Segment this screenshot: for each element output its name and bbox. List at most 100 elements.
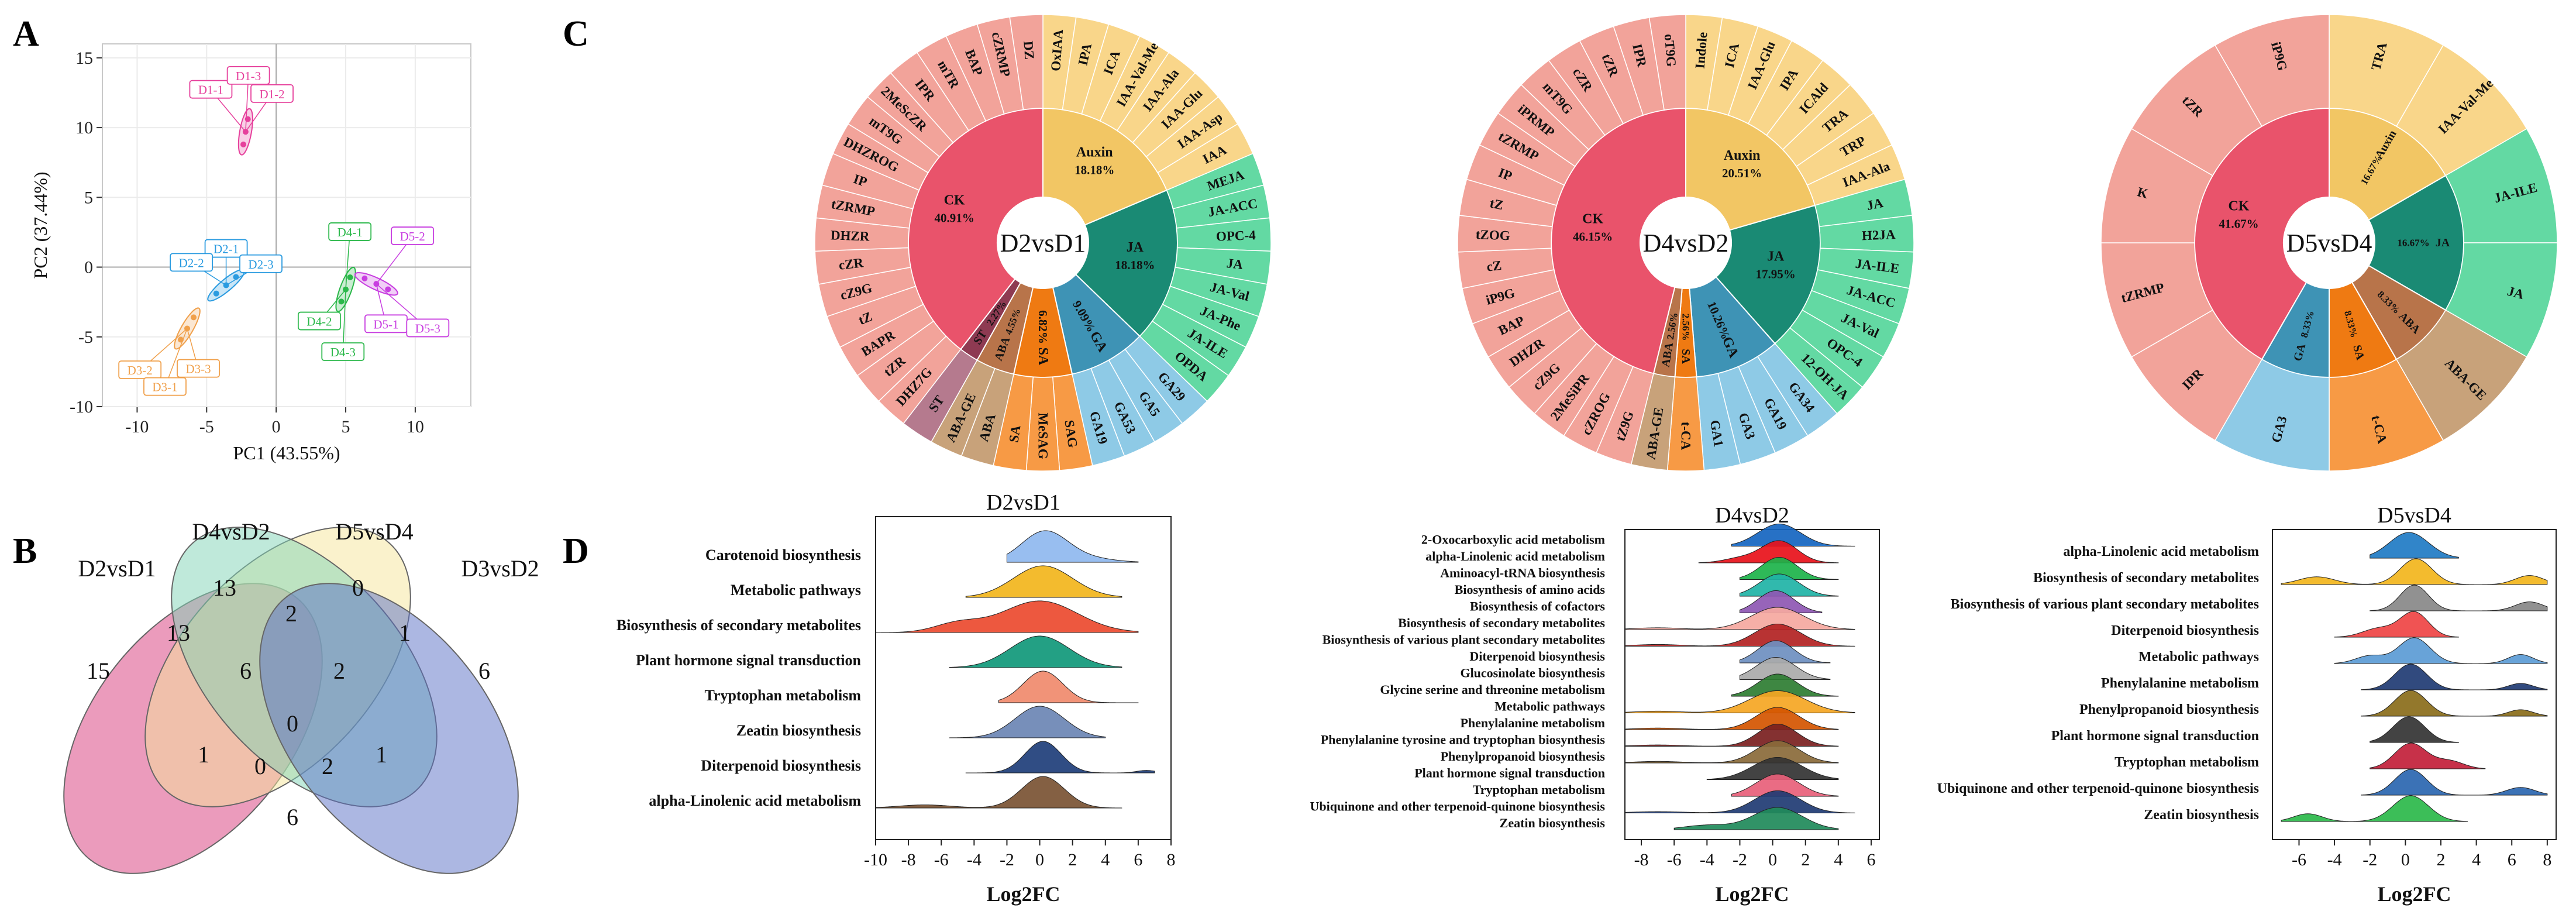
ridgeline-xtick-label: 6: [1134, 850, 1142, 869]
ridgeline-pathway-label: Diterpenoid biosynthesis: [2111, 623, 2259, 638]
pca-sample-label: D5-3: [415, 321, 440, 335]
ridgeline-density: [2370, 585, 2548, 611]
ridgeline-xtick-label: -6: [1667, 850, 1682, 869]
sunburst-compound-label: K: [2136, 184, 2150, 201]
sunburst-compound-segment: [1009, 14, 1044, 111]
ridgeline-density: [875, 600, 1139, 633]
venn-region-count: 1: [198, 741, 209, 768]
pca-label-box: [226, 66, 270, 85]
venn-set-label: D3vsD2: [461, 555, 539, 582]
venn-region-count: 6: [287, 804, 298, 830]
ridgeline-density: [1006, 530, 1139, 563]
ridgeline-pathway-label: Aminoacyl-tRNA biosynthesis: [1440, 565, 1605, 580]
venn-region-count: 0: [352, 575, 364, 601]
ridgeline-pathway-label: Zeatin biosynthesis: [736, 722, 861, 739]
sunburst-compound-label: tZ: [1489, 195, 1505, 212]
ridgeline-xtick-label: 2: [2436, 850, 2445, 869]
venn-region-count: 1: [376, 741, 387, 768]
pca-xtick-label: -10: [125, 417, 149, 436]
sunburst-compound-label: oT9G: [1662, 33, 1679, 67]
ridgeline-pathway-label: Carotenoid biosynthesis: [705, 546, 861, 563]
ridgeline-density: [1739, 573, 1839, 597]
pca-ytick-label: 15: [75, 49, 93, 68]
ridgeline-density: [1624, 623, 1855, 647]
ridgeline-density: [998, 671, 1138, 703]
ridgeline-pathway-label: Tryptophan metabolism: [1473, 782, 1605, 797]
sunburst-compound-label: tZOG: [1475, 227, 1510, 243]
ridgeline-density: [965, 565, 1122, 598]
venn-region-count: 13: [167, 620, 190, 646]
pca-sample-label: D2-3: [248, 257, 273, 271]
venn-region-count: 6: [240, 658, 252, 684]
ridgeline-pathway-label: Biosynthesis of cofactors: [1470, 599, 1605, 613]
ridgeline-xtick-label: 6: [1866, 850, 1875, 869]
ridgeline-x-axis-label: Log2FC: [2378, 882, 2451, 906]
pca-point: [347, 274, 353, 281]
pca-xtick-label: 10: [407, 417, 424, 436]
sunburst-panel: OxIAA IPA ICAIAA-Val-MeIAA-AlaIAA-GluIAA-A…: [814, 14, 2558, 472]
sunburst-compound-label: JA: [1226, 256, 1244, 272]
venn-set-ellipse: [259, 583, 519, 874]
venn-region-count: 6: [478, 658, 490, 684]
venn-set-label: D2vsD1: [78, 555, 156, 582]
ridgeline-xtick-label: 2: [1068, 850, 1077, 869]
ridgeline-pathway-label: Tryptophan metabolism: [2114, 755, 2259, 770]
sunburst-title: D5vsD4: [2286, 229, 2372, 257]
venn-region-count: 2: [285, 600, 297, 627]
pca-label-box: [250, 84, 294, 103]
pca-sample-label: D4-3: [330, 345, 356, 359]
panel-letter-c: C: [563, 14, 589, 54]
venn-region-count: 15: [87, 658, 110, 684]
sunburst-class-label: CK: [944, 192, 965, 208]
ridgeline-density: [1731, 774, 1839, 797]
pca-point: [240, 141, 247, 147]
ridgeline-xtick-label: 6: [2508, 850, 2516, 869]
pca-label-leader: [345, 232, 350, 290]
ridgeline-density: [1739, 656, 1831, 680]
venn-region-count: 2: [333, 658, 345, 684]
venn-region-count: 0: [254, 753, 266, 779]
ridgeline-xtick-label: -4: [2327, 850, 2342, 869]
ridgeline-xtick-label: -10: [864, 850, 887, 869]
ridgeline-xtick-label: -6: [2292, 850, 2306, 869]
pca-sample-label: D2-1: [213, 242, 239, 256]
ridgeline-xtick-label: -8: [901, 850, 916, 869]
sunburst-compound-segment: [1648, 14, 1686, 111]
sunburst-compound-label: MeSAG: [1036, 412, 1051, 459]
sunburst-compound-segment: [2214, 14, 2330, 127]
ridgeline-pathway-label: Glycine serine and threonine metabolism: [1380, 682, 1605, 697]
ridgeline-pathway-label: Phenylalanine metabolism: [1460, 716, 1605, 730]
ridgeline-density: [949, 706, 1106, 738]
pca-point: [385, 286, 391, 293]
ridgeline-xtick-label: -2: [1733, 850, 1747, 869]
panel-letter-a: A: [13, 14, 39, 54]
pca-sample-label: D5-2: [400, 229, 425, 243]
ridgeline-pathway-label: Ubiquinone and other terpenoid-quinone b…: [1310, 799, 1605, 813]
ridgeline-xtick-label: 0: [1768, 850, 1777, 869]
ridgeline-density: [1673, 807, 1839, 830]
venn-region-count: 0: [287, 710, 298, 737]
ridgeline-xtick-label: 4: [2472, 850, 2481, 869]
ridgeline-pathway-label: Phenylalanine metabolism: [2101, 676, 2259, 691]
sunburst-class-percent: 20.51%: [1722, 166, 1762, 180]
ridgeline-density: [2370, 716, 2459, 743]
sunburst-title: D4vsD2: [1643, 229, 1729, 257]
ridgeline-x-axis-label: Log2FC: [987, 882, 1060, 906]
ridgeline-pathway-label: Zeatin biosynthesis: [1500, 816, 1606, 830]
pca-xtick-label: 5: [342, 417, 350, 436]
pca-label-box: [118, 360, 162, 379]
ridgeline-density: [1624, 707, 1839, 730]
ridgeline-density: [1706, 757, 1839, 780]
ridgeline-pathway-label: Biosynthesis of secondary metabolites: [617, 617, 861, 634]
sunburst-compound-label: DZ: [1021, 40, 1036, 60]
ridgeline-xtick-label: -4: [967, 850, 982, 869]
pca-panel: -10 -5 0 5 10 -10 -5 0 5 10 15 PC1 (43.55%) PC2 (37.…: [30, 43, 471, 463]
ridgeline-xtick-label: 8: [2543, 850, 2551, 869]
ridgeline-density: [1739, 640, 1831, 664]
ridgeline-panel: D2vsD1 Carotenoid biosynthesis Metabolic p…: [617, 490, 2557, 906]
pca-sample-label: D5-1: [373, 317, 398, 331]
sunburst-class-percent: 46.15%: [1573, 230, 1613, 244]
ridgeline-pathway-label: Glucosinolate biosynthesis: [1460, 665, 1605, 680]
ridgeline-pathway-label: Diterpenoid biosynthesis: [701, 757, 861, 774]
pca-label-box: [406, 318, 450, 338]
